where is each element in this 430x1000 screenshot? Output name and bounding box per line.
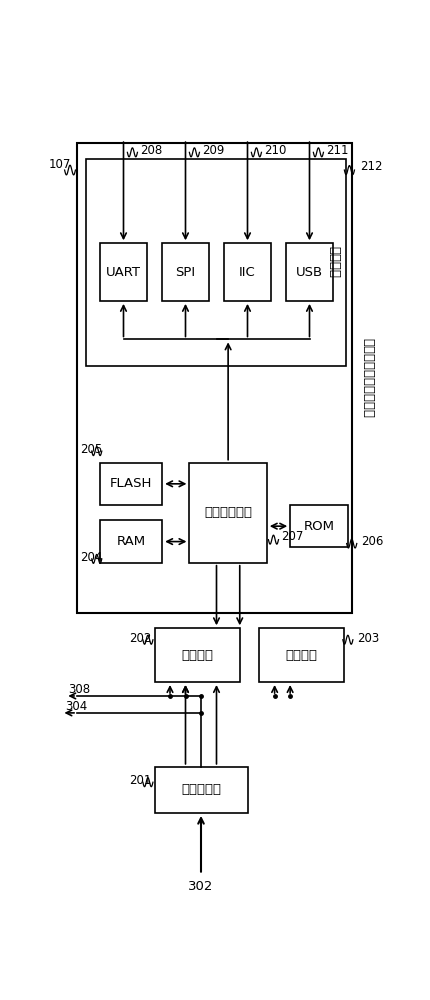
Text: 203: 203: [358, 632, 380, 645]
Text: 接口电路: 接口电路: [328, 246, 341, 278]
Text: 207: 207: [281, 530, 303, 543]
Text: SPI: SPI: [175, 266, 196, 279]
Text: 206: 206: [362, 535, 384, 548]
Text: 204: 204: [80, 551, 102, 564]
Text: 308: 308: [68, 683, 90, 696]
Bar: [286, 243, 333, 301]
Text: 211: 211: [326, 144, 349, 157]
Text: 208: 208: [141, 144, 163, 157]
Text: USB: USB: [296, 266, 323, 279]
Text: 205: 205: [80, 443, 102, 456]
Bar: [154, 628, 240, 682]
Text: FLASH: FLASH: [110, 477, 153, 490]
Bar: [100, 243, 147, 301]
Bar: [100, 520, 162, 563]
Text: 前端滤波器: 前端滤波器: [181, 783, 221, 796]
Bar: [189, 463, 267, 563]
Text: UART: UART: [106, 266, 141, 279]
Bar: [162, 243, 209, 301]
Text: 嵌入式处理器: 嵌入式处理器: [204, 506, 252, 519]
Text: 302: 302: [188, 880, 214, 893]
Bar: [100, 463, 162, 505]
Text: 212: 212: [360, 160, 382, 173]
Bar: [290, 505, 348, 547]
Text: 中频数字信号傄理电路: 中频数字信号傄理电路: [361, 338, 374, 418]
Bar: [224, 243, 271, 301]
Bar: [154, 767, 248, 813]
Bar: [259, 628, 344, 682]
Text: 209: 209: [203, 144, 225, 157]
Text: 107: 107: [49, 158, 71, 171]
Text: ROM: ROM: [304, 520, 335, 533]
Text: IIC: IIC: [239, 266, 256, 279]
Text: 210: 210: [264, 144, 287, 157]
Text: 跟踪电路: 跟踪电路: [286, 649, 318, 662]
Text: 201: 201: [129, 774, 152, 787]
Text: 304: 304: [65, 700, 88, 713]
Bar: [77, 143, 352, 613]
Text: 捕获电路: 捕获电路: [181, 649, 213, 662]
Bar: [86, 158, 346, 366]
Text: RAM: RAM: [117, 535, 146, 548]
Text: 202: 202: [129, 632, 152, 645]
